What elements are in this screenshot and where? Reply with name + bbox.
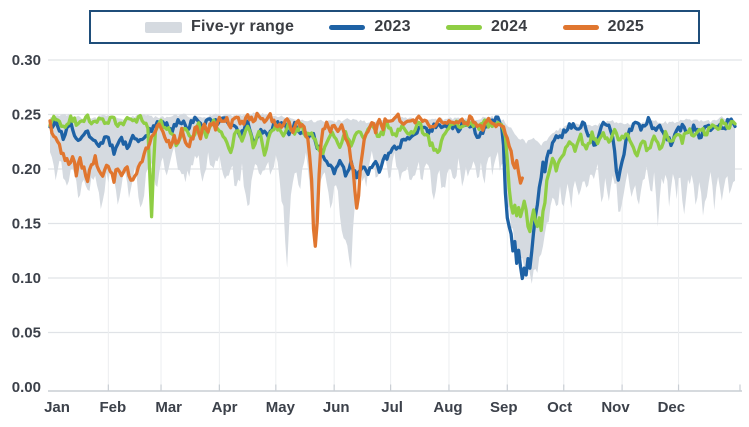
svg-text:Oct: Oct xyxy=(547,399,572,416)
series-2025-swatch xyxy=(562,24,599,30)
svg-text:Nov: Nov xyxy=(601,399,630,416)
svg-text:Jun: Jun xyxy=(323,399,350,416)
legend-label-2024: 2024 xyxy=(490,18,528,35)
legend-label-2025: 2025 xyxy=(607,18,644,35)
svg-text:0.30: 0.30 xyxy=(12,52,41,69)
legend-item-2023: 2023 xyxy=(329,18,411,36)
svg-text:0.15: 0.15 xyxy=(12,216,41,233)
chart-legend: Five-yr range 2023 2024 2025 xyxy=(89,10,700,44)
svg-text:0.10: 0.10 xyxy=(12,270,41,287)
five-yr-range-swatch xyxy=(145,21,182,33)
legend-item-2025: 2025 xyxy=(562,18,644,36)
svg-text:Feb: Feb xyxy=(100,399,127,416)
svg-text:0.00: 0.00 xyxy=(12,379,41,396)
series-2024-swatch xyxy=(445,24,482,30)
svg-text:Dec: Dec xyxy=(658,399,686,416)
svg-text:May: May xyxy=(266,399,296,416)
svg-text:0.25: 0.25 xyxy=(12,107,41,124)
legend-label-five-yr-range: Five-yr range xyxy=(191,18,295,35)
svg-text:Mar: Mar xyxy=(155,399,182,416)
svg-text:Jul: Jul xyxy=(381,399,403,416)
svg-text:Sep: Sep xyxy=(490,399,518,416)
svg-text:0.20: 0.20 xyxy=(12,161,41,178)
svg-text:Aug: Aug xyxy=(433,399,462,416)
series-2023-swatch xyxy=(329,24,366,30)
svg-text:0.05: 0.05 xyxy=(12,325,41,342)
legend-item-five-yr-range: Five-yr range xyxy=(145,18,294,36)
svg-text:Apr: Apr xyxy=(212,399,238,416)
legend-label-2023: 2023 xyxy=(374,18,411,35)
legend-item-2024: 2024 xyxy=(445,18,528,36)
svg-text:Jan: Jan xyxy=(44,399,70,416)
